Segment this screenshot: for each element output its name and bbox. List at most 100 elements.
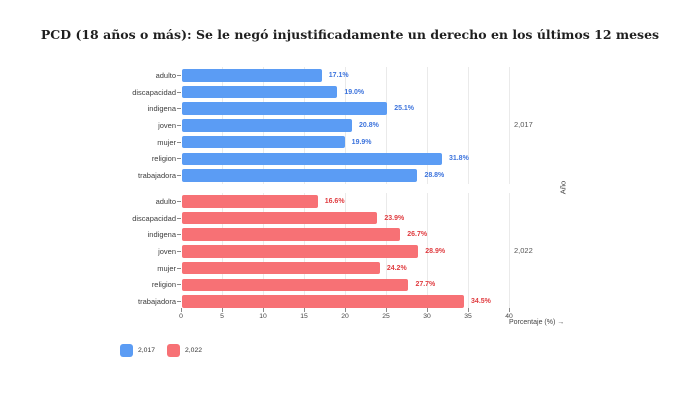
facet-2017-rows: adulto 17.1% discapacidad 19.0% indigena 25.1… — [125, 67, 509, 184]
category-label: trabajadora — [138, 297, 176, 307]
value-label: 26.7% — [407, 231, 428, 239]
bar-track: 24.2% — [182, 261, 509, 275]
value-label: 25.1% — [394, 105, 415, 113]
legend-swatch-2017 — [120, 344, 133, 357]
value-label: 23.9% — [384, 214, 405, 222]
x-tick-mark — [180, 308, 182, 312]
bar[interactable] — [182, 261, 380, 275]
legend-swatch-2022 — [167, 344, 181, 357]
category-label: mujer — [157, 137, 176, 147]
x-tick-mark — [344, 308, 346, 312]
x-tick-label: 0 — [179, 313, 183, 320]
bar-row: joven 28.9% — [125, 243, 509, 260]
category-tick — [177, 234, 181, 236]
bar[interactable] — [182, 69, 322, 82]
gridline — [509, 193, 510, 310]
bar[interactable] — [182, 211, 378, 225]
value-label: 28.9% — [425, 247, 446, 255]
value-label: 16.6% — [324, 197, 345, 205]
bar-track: 20.8% — [182, 119, 509, 132]
facet-2017: adulto 17.1% discapacidad 19.0% indigena 25.1… — [125, 67, 510, 184]
x-axis: 0 5 10 15 20 25 30 35 40 — [179, 308, 513, 332]
category-tick — [177, 158, 181, 160]
category-tick — [177, 91, 181, 93]
category-tick — [177, 108, 181, 110]
category-label: adulto — [155, 70, 176, 80]
gridline — [386, 67, 387, 184]
x-tick-mark — [221, 308, 223, 312]
legend-label-2022: 2,022 — [185, 347, 203, 354]
bar-row: adulto 16.6% — [125, 193, 509, 210]
x-tick-label: 25 — [382, 313, 390, 320]
bar[interactable] — [182, 119, 353, 132]
x-tick-mark — [385, 308, 387, 312]
x-tick-mark — [426, 308, 428, 312]
category-tick — [177, 301, 181, 303]
legend: 2,017 2,022 — [120, 344, 202, 357]
category-label: indigena — [147, 104, 176, 114]
category-tick — [177, 267, 181, 269]
bar-row: trabajadora 34.5% — [125, 293, 509, 310]
bar-row: joven 20.8% — [125, 117, 509, 134]
category-label: mujer — [157, 263, 176, 273]
category-label: joven — [158, 246, 176, 256]
bar[interactable] — [182, 295, 465, 308]
facet-2022: adulto 16.6% discapacidad 23.9% indigena 26.7… — [125, 193, 510, 310]
category-tick — [177, 250, 181, 252]
category-tick — [177, 74, 181, 76]
x-tick-label: 15 — [300, 313, 308, 320]
value-label: 34.5% — [471, 298, 491, 306]
bar-track: 27.7% — [182, 278, 509, 292]
legend-item-2017[interactable]: 2,017 — [120, 344, 155, 357]
category-label: indigena — [147, 230, 176, 240]
facet-2022-rows: adulto 16.6% discapacidad 23.9% indigena 26.7… — [125, 193, 509, 310]
gridline — [509, 67, 510, 184]
bar-track: 28.8% — [182, 169, 509, 182]
bar-row: trabajadora 28.8% — [125, 167, 509, 184]
bar-row: discapacidad 23.9% — [125, 210, 509, 227]
x-tick-label: 40 — [505, 313, 513, 320]
category-tick — [177, 217, 181, 219]
value-label: 27.7% — [415, 281, 436, 289]
value-label: 19.0% — [344, 88, 365, 96]
bar-row: indigena 26.7% — [125, 226, 509, 243]
value-label: 17.1% — [328, 71, 349, 79]
x-tick-mark — [262, 308, 264, 312]
facet-label-2022: 2,022 — [514, 246, 533, 255]
category-label: discapacidad — [132, 213, 176, 223]
legend-item-2022[interactable]: 2,022 — [167, 344, 202, 357]
bar[interactable] — [182, 228, 401, 242]
bar-track: 19.9% — [182, 135, 509, 149]
value-label: 20.8% — [359, 121, 379, 129]
value-label: 24.2% — [386, 264, 407, 272]
chart-title: PCD (18 años o más): Se le negó injustif… — [40, 27, 660, 42]
facet-axis-label: Año — [558, 180, 568, 195]
bar-row: discapacidad 19.0% — [125, 84, 509, 101]
bar-track: 31.8% — [182, 152, 509, 166]
category-tick — [177, 124, 181, 126]
bar-row: religion 31.8% — [125, 151, 509, 168]
value-label: 31.8% — [448, 155, 469, 163]
bar-row: adulto 17.1% — [125, 67, 509, 84]
bar[interactable] — [182, 245, 419, 258]
bar[interactable] — [182, 135, 345, 149]
bar[interactable] — [182, 169, 418, 182]
category-tick — [177, 200, 181, 202]
category-label: trabajadora — [138, 171, 176, 181]
x-tick-label: 35 — [464, 313, 472, 320]
bar-row: mujer 24.2% — [125, 260, 509, 277]
bar[interactable] — [182, 102, 388, 116]
category-label: religion — [151, 280, 176, 290]
bar[interactable] — [182, 152, 442, 166]
bar[interactable] — [182, 85, 338, 99]
bar-track: 16.6% — [182, 195, 509, 208]
bar[interactable] — [182, 278, 409, 292]
category-label: discapacidad — [132, 87, 176, 97]
value-label: 28.8% — [424, 172, 445, 180]
gridline — [427, 193, 428, 310]
bar-track: 26.7% — [182, 228, 509, 242]
bar-track: 23.9% — [182, 211, 509, 225]
bar[interactable] — [182, 195, 318, 208]
bar-track: 17.1% — [182, 69, 509, 82]
